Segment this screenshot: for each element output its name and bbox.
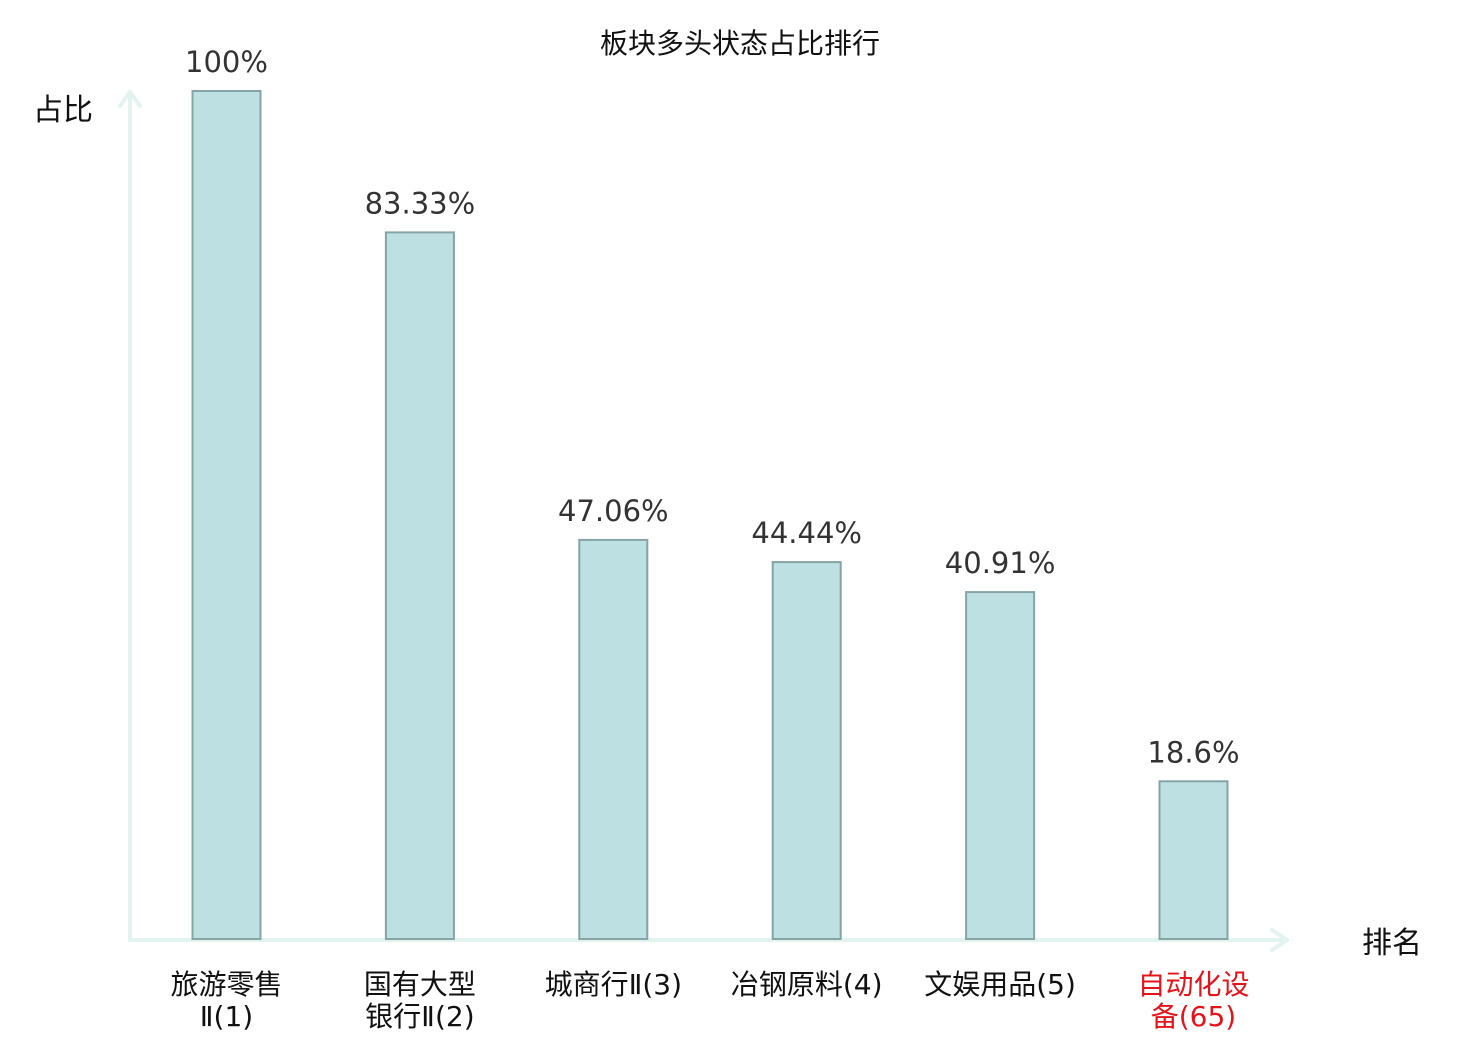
value-label-5: 40.91% (945, 546, 1056, 580)
value-label-6: 18.6% (1147, 735, 1239, 769)
y-axis-arrow (118, 90, 142, 108)
category-label-2-line-2: 银行Ⅱ(2) (365, 1000, 474, 1033)
category-label-3-line-1: 城商行Ⅱ(3) (545, 968, 682, 1001)
bar-5 (965, 591, 1036, 940)
bar-6 (1158, 780, 1229, 940)
chart-title: 板块多头状态占比排行 (600, 27, 880, 60)
bar-3 (578, 538, 649, 941)
category-label-5-line-1: 文娱用品(5) (924, 968, 1076, 1001)
category-label-2-line-1: 国有大型 (364, 968, 476, 1001)
category-label-4-line-1: 冶钢原料(4) (731, 968, 883, 1001)
value-label-3: 47.06% (558, 494, 669, 528)
bar-2 (384, 231, 455, 940)
bar-4 (771, 561, 842, 940)
bar-1 (191, 90, 262, 940)
value-label-4: 44.44% (751, 516, 862, 550)
x-axis-label: 排名 (1362, 926, 1422, 961)
axes (118, 90, 1289, 952)
value-label-1: 100% (185, 45, 268, 79)
category-label-1-line-2: Ⅱ(1) (200, 1000, 253, 1033)
category-label-6-line-1: 自动化设 (1137, 968, 1249, 1001)
value-label-2: 83.33% (365, 186, 476, 220)
category-label-1-line-1: 旅游零售 (170, 968, 282, 1001)
category-label-6-line-2: 备(65) (1151, 1000, 1236, 1033)
bars-group (191, 90, 1229, 941)
y-axis-label: 占比 (33, 93, 93, 128)
x-axis-arrow (1270, 928, 1289, 952)
value-labels-group: 100% 83.33% 47.06% 44.44% 40.91% 18.6% (185, 45, 1240, 769)
